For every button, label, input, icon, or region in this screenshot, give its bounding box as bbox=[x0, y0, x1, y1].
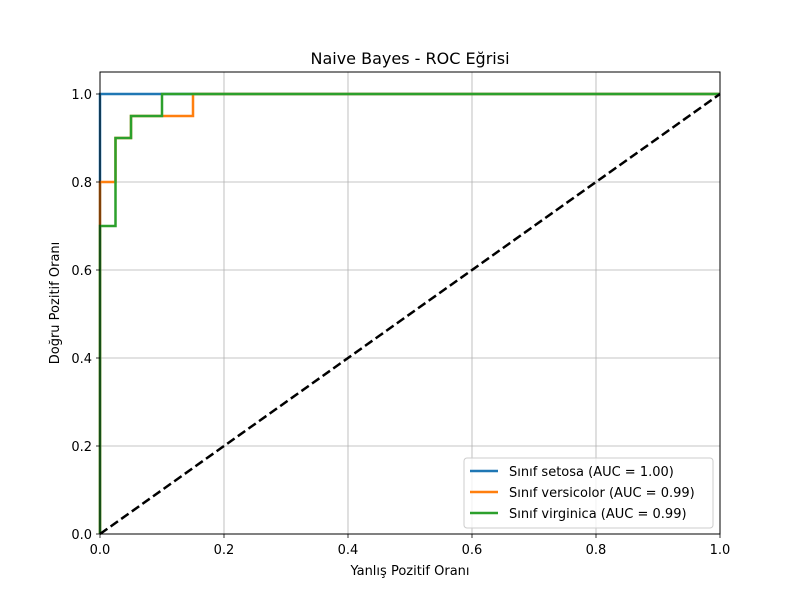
chance-reference-line bbox=[99, 92, 721, 536]
y-tick-label: 0.0 bbox=[71, 528, 92, 543]
legend-label-2: Sınıf versicolor (AUC = 0.99) bbox=[509, 486, 695, 501]
roc-series-line-3 bbox=[98, 92, 720, 534]
y-tick-label: 0.6 bbox=[71, 264, 92, 279]
y-axis-label: Doğru Pozitif Oranı bbox=[48, 242, 63, 365]
x-tick-label: 0.8 bbox=[586, 543, 607, 558]
plot-background bbox=[100, 72, 720, 534]
legend: Sınıf setosa (AUC = 1.00) Sınıf versicolo… bbox=[463, 457, 714, 529]
y-tick-label: 0.4 bbox=[71, 352, 92, 367]
y-tick-label: 0.8 bbox=[71, 176, 92, 191]
y-tick-label: 0.2 bbox=[71, 440, 92, 455]
x-tick-label: 0.6 bbox=[462, 543, 483, 558]
y-tick-label: 1.0 bbox=[71, 88, 92, 103]
plot-frame bbox=[99, 71, 721, 535]
legend-box bbox=[463, 457, 714, 529]
x-tick-label: 0.0 bbox=[90, 543, 111, 558]
x-tick-label: 1.0 bbox=[710, 543, 731, 558]
x-axis-label: Yanlış Pozitif Oranı bbox=[349, 564, 469, 579]
x-tick-label: 0.2 bbox=[214, 543, 235, 558]
ticks: 0.0 0.2 0.4 0.6 0.8 1.0 0.0 0.2 0.4 0.6 0.8 1.0 bbox=[71, 88, 730, 558]
x-tick-label: 0.4 bbox=[338, 543, 359, 558]
chart-title: Naive Bayes - ROC Eğrisi bbox=[310, 49, 509, 68]
legend-label-3: Sınıf virginica (AUC = 0.99) bbox=[509, 507, 687, 522]
legend-label-1: Sınıf setosa (AUC = 1.00) bbox=[509, 465, 674, 480]
